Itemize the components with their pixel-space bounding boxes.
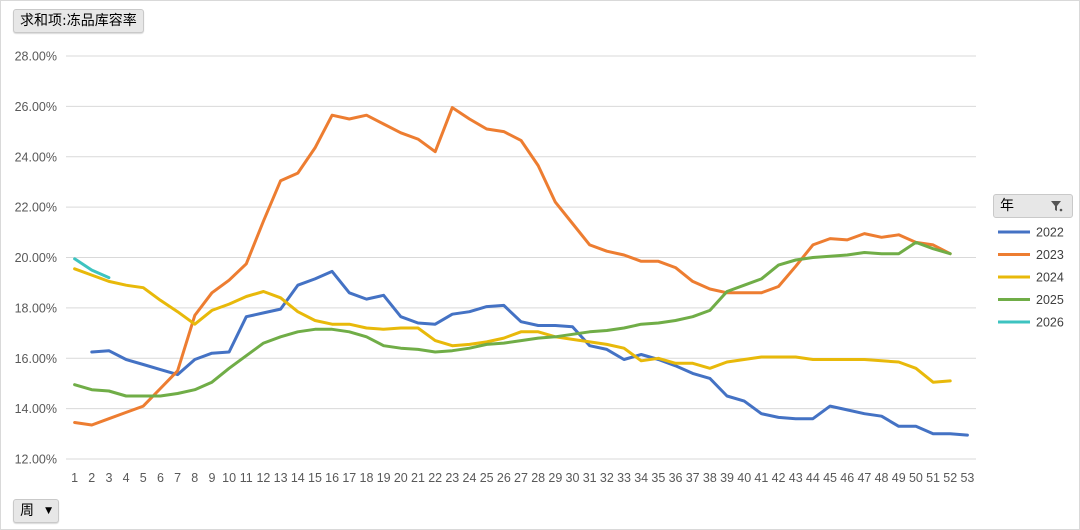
y-tick-label: 24.00% <box>15 150 57 164</box>
x-tick-label: 26 <box>497 471 511 485</box>
x-tick-label: 16 <box>325 471 339 485</box>
x-tick-label: 27 <box>514 471 528 485</box>
x-tick-label: 48 <box>875 471 889 485</box>
legend-field-label: 年 <box>1000 198 1014 214</box>
y-axis-tick-labels: 12.00% 14.00% 16.00% 18.00% 20.00% 22.00% 24.0… <box>15 50 57 467</box>
gridlines <box>66 55 976 460</box>
x-tick-label: 10 <box>222 471 236 485</box>
x-tick-label: 11 <box>240 471 253 485</box>
x-tick-label: 24 <box>463 471 477 485</box>
x-tick-label: 37 <box>686 471 700 485</box>
x-tick-label: 6 <box>157 471 164 485</box>
x-tick-label: 12 <box>256 471 270 485</box>
y-tick-label: 18.00% <box>15 301 57 315</box>
y-tick-label: 22.00% <box>15 201 57 215</box>
x-axis-tick-labels: 1 2 3 4 5 6 7 8 9 10 11 12 13 14 15 16 17 18 19 20 21 22 23 24 2… <box>71 471 974 485</box>
x-tick-label: 25 <box>480 471 494 485</box>
legend-label-2026: 2026 <box>1036 316 1064 330</box>
x-tick-label: 1 <box>71 471 78 485</box>
x-tick-label: 50 <box>909 471 923 485</box>
value-field-label: 求和项:冻品库容率 <box>20 13 137 29</box>
x-tick-label: 7 <box>174 471 181 485</box>
y-tick-label: 12.00% <box>15 453 57 467</box>
row-field-button[interactable]: 周 ▼ <box>13 499 59 523</box>
x-tick-label: 33 <box>617 471 631 485</box>
x-tick-label: 34 <box>634 471 648 485</box>
x-tick-label: 31 <box>583 471 597 485</box>
x-tick-label: 49 <box>892 471 906 485</box>
legend-label-2022: 2022 <box>1036 226 1064 240</box>
legend-label-2023: 2023 <box>1036 248 1064 262</box>
x-tick-label: 28 <box>531 471 545 485</box>
legend: 2022 2023 2024 2025 2026 <box>998 226 1064 330</box>
x-tick-label: 36 <box>669 471 683 485</box>
x-tick-label: 21 <box>411 471 425 485</box>
y-tick-label: 14.00% <box>15 402 57 416</box>
x-tick-label: 3 <box>105 471 112 485</box>
value-field-button[interactable]: 求和项:冻品库容率 <box>13 9 144 33</box>
series-line-2026 <box>73 257 111 280</box>
x-tick-label: 43 <box>789 471 803 485</box>
x-tick-label: 46 <box>840 471 854 485</box>
y-tick-label: 28.00% <box>15 50 57 64</box>
x-tick-label: 19 <box>377 471 391 485</box>
y-tick-label: 16.00% <box>15 352 57 366</box>
series-lines <box>73 106 969 437</box>
x-tick-label: 5 <box>140 471 147 485</box>
x-tick-label: 13 <box>274 471 288 485</box>
series-line-2025 <box>73 240 952 398</box>
series-line-2023 <box>73 106 952 427</box>
x-tick-label: 53 <box>960 471 974 485</box>
x-tick-label: 40 <box>737 471 751 485</box>
series-line-2024 <box>73 267 952 384</box>
legend-field-button[interactable]: 年 <box>993 194 1073 218</box>
y-tick-label: 26.00% <box>15 100 57 114</box>
x-tick-label: 35 <box>651 471 665 485</box>
x-tick-label: 9 <box>208 471 215 485</box>
x-tick-label: 39 <box>720 471 734 485</box>
filter-icon[interactable] <box>1048 198 1064 214</box>
x-tick-label: 20 <box>394 471 408 485</box>
x-tick-label: 29 <box>548 471 562 485</box>
x-tick-label: 4 <box>123 471 130 485</box>
x-tick-label: 38 <box>703 471 717 485</box>
x-tick-label: 15 <box>308 471 322 485</box>
x-tick-label: 41 <box>754 471 768 485</box>
x-tick-label: 32 <box>600 471 614 485</box>
x-tick-label: 44 <box>806 471 820 485</box>
x-tick-label: 23 <box>445 471 459 485</box>
legend-label-2024: 2024 <box>1036 271 1064 285</box>
x-tick-label: 52 <box>943 471 957 485</box>
x-tick-label: 2 <box>88 471 95 485</box>
x-tick-label: 47 <box>857 471 871 485</box>
x-tick-label: 17 <box>342 471 356 485</box>
row-field-label: 周 <box>20 503 34 519</box>
legend-label-2025: 2025 <box>1036 293 1064 307</box>
series-line-2022 <box>90 269 969 437</box>
x-tick-label: 18 <box>360 471 374 485</box>
x-tick-label: 8 <box>191 471 198 485</box>
x-tick-label: 14 <box>291 471 305 485</box>
y-tick-label: 20.00% <box>15 251 57 265</box>
x-tick-label: 51 <box>926 471 940 485</box>
dropdown-arrow-icon: ▼ <box>45 506 52 516</box>
x-tick-label: 42 <box>772 471 786 485</box>
x-tick-label: 45 <box>823 471 837 485</box>
x-tick-label: 30 <box>566 471 580 485</box>
x-tick-label: 22 <box>428 471 442 485</box>
